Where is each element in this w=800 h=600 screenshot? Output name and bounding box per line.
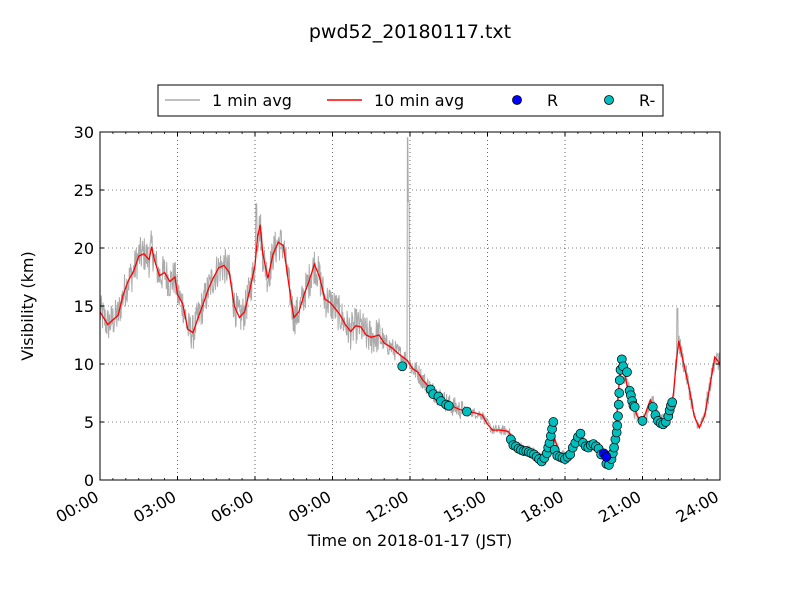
- legend-label-10min: 10 min avg: [374, 91, 464, 110]
- x-tick-label: 21:00: [595, 487, 644, 527]
- marker-R-minus: [614, 388, 625, 398]
- marker-R-minus: [609, 442, 619, 453]
- y-axis-label: Visibility (km): [18, 251, 37, 360]
- x-tick-label: 15:00: [440, 487, 489, 527]
- legend-label-1min: 1 min avg: [212, 91, 292, 110]
- marker-R-minus: [647, 402, 658, 412]
- legend-swatch-R-minus: [604, 95, 614, 105]
- x-tick-label: 06:00: [208, 487, 257, 527]
- x-axis-label: Time on 2018-01-17 (JST): [307, 531, 512, 550]
- legend-swatch-R: [512, 95, 522, 105]
- x-tick-label: 18:00: [518, 487, 567, 527]
- marker-R-minus: [622, 367, 632, 377]
- legend-label-R: R: [547, 91, 558, 110]
- x-tick-label: 12:00: [363, 487, 412, 527]
- marker-R-minus: [397, 361, 408, 372]
- y-tick-label: 20: [74, 239, 94, 258]
- chart-title: pwd52_20180117.txt: [309, 21, 511, 43]
- x-tick-label: 24:00: [673, 487, 722, 527]
- marker-R: [601, 451, 612, 462]
- x-tick-label: 03:00: [130, 487, 179, 527]
- marker-R-minus: [443, 400, 454, 411]
- y-tick-label: 15: [74, 297, 94, 316]
- plot-area: [99, 131, 721, 481]
- y-tick-label: 5: [84, 413, 94, 432]
- marker-R-minus: [575, 428, 586, 439]
- line-10min-avg: [99, 224, 721, 464]
- marker-R-minus: [637, 415, 648, 426]
- series-10min-avg: [99, 224, 721, 464]
- y-tick-label: 30: [74, 123, 94, 142]
- x-tick-label: 00:00: [53, 487, 102, 527]
- marker-R-minus: [548, 417, 559, 427]
- marker-R-minus: [614, 375, 625, 386]
- marker-R-minus: [613, 411, 623, 422]
- legend: 1 min avg 10 min avg R R-: [157, 84, 664, 117]
- legend-box: [157, 84, 664, 117]
- marker-R-minus: [629, 402, 640, 412]
- y-tick-label: 0: [84, 471, 94, 490]
- marker-R-minus: [613, 399, 624, 410]
- marker-R-minus: [461, 406, 472, 417]
- y-tick-label: 25: [74, 181, 94, 200]
- legend-label-R-minus: R-: [639, 91, 655, 110]
- marker-R-minus: [667, 397, 678, 408]
- marker-R-minus: [612, 420, 623, 431]
- series-precip-markers: [397, 354, 678, 470]
- plot-frame: [99, 131, 721, 481]
- x-tick-label: 09:00: [285, 487, 334, 527]
- y-tick-label: 10: [74, 355, 94, 374]
